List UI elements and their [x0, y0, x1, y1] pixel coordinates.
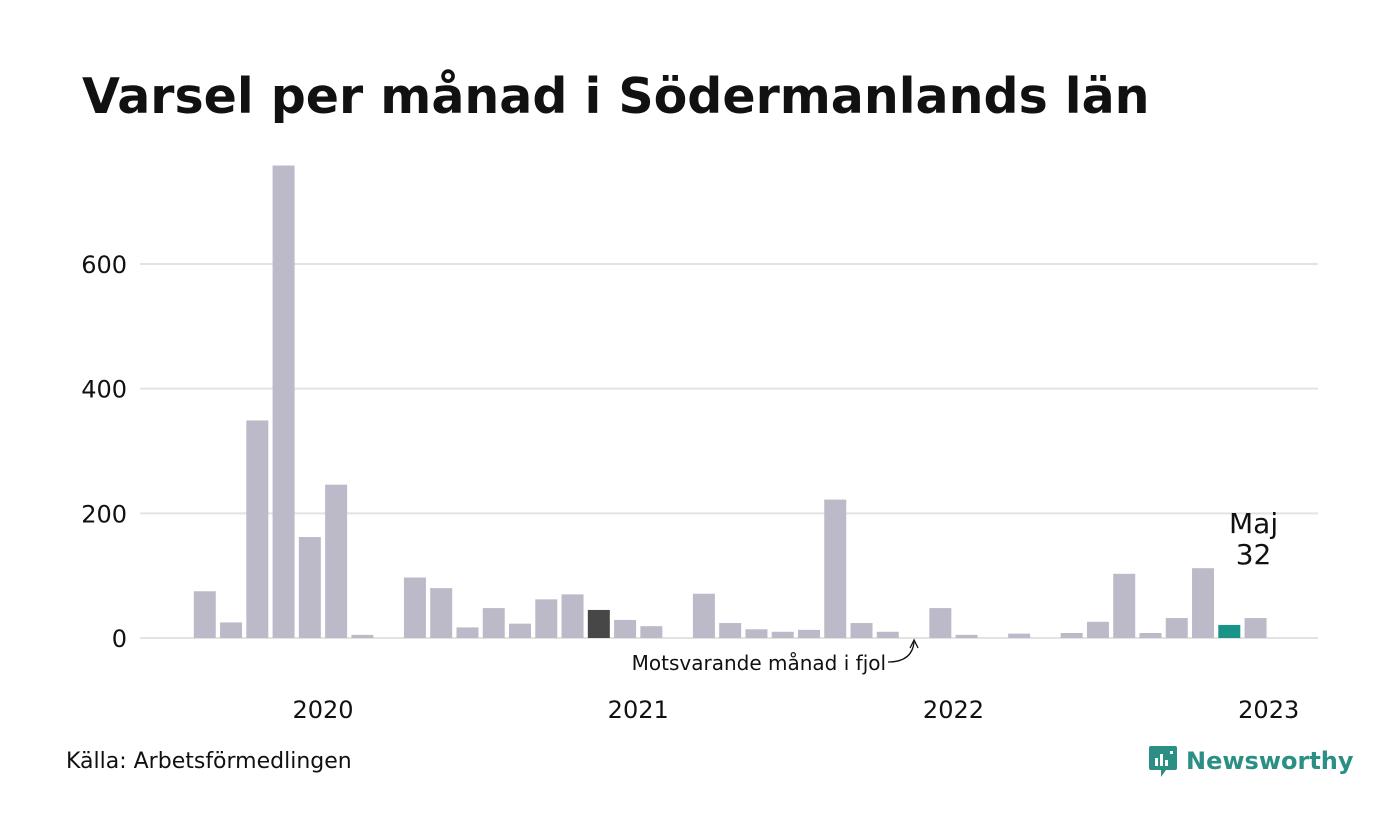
- bar-2021-01: [482, 608, 505, 638]
- x-year-label: 2023: [1238, 696, 1299, 724]
- bar-2021-02: [509, 623, 532, 638]
- bar-undefined: [1244, 618, 1267, 638]
- bar-2020-03: [220, 622, 243, 638]
- bar-2022-11: [1060, 633, 1083, 638]
- bar-2021-06: [614, 619, 637, 638]
- current-month-label: Maj: [1229, 507, 1278, 540]
- y-tick-label: 0: [112, 625, 127, 653]
- bar-2021-09: [692, 593, 715, 638]
- bar-2020-10: [403, 577, 426, 638]
- bar-2023-04: [1192, 568, 1215, 638]
- bar-2023-01: [1113, 573, 1136, 638]
- x-year-label: 2022: [923, 696, 984, 724]
- bar-2021-10: [719, 623, 742, 638]
- annotation-arrowhead: [909, 638, 919, 649]
- bar-2020-12: [456, 627, 479, 638]
- bar-2021-05: [587, 609, 610, 638]
- newsworthy-logo[interactable]: Newsworthy: [1148, 744, 1354, 778]
- newsworthy-logo-icon: [1149, 746, 1177, 777]
- previous-year-annotation: Motsvarande månad i fjol: [632, 651, 886, 675]
- bar-2022-01: [797, 629, 820, 638]
- bar-2023-05: [1218, 624, 1241, 638]
- bar-2021-03: [535, 599, 558, 638]
- bar-2021-04: [561, 594, 584, 638]
- y-tick-label: 200: [81, 500, 127, 528]
- bar-2020-08: [351, 634, 374, 638]
- bar-2022-04: [876, 631, 899, 638]
- bar-2022-07: [955, 634, 978, 638]
- bar-2022-02: [824, 499, 847, 638]
- bar-2020-02: [193, 591, 216, 638]
- x-year-label: 2020: [292, 696, 353, 724]
- bar-2022-06: [929, 608, 952, 638]
- y-tick-label: 400: [81, 376, 127, 404]
- bar-2022-12: [1086, 621, 1109, 638]
- bar-2020-04: [246, 420, 269, 638]
- bar-2020-06: [298, 537, 321, 638]
- x-year-label: 2021: [608, 696, 669, 724]
- newsworthy-logo-text: Newsworthy: [1186, 747, 1354, 775]
- bar-2023-03: [1165, 618, 1188, 638]
- current-value-label: 32: [1236, 538, 1272, 571]
- y-tick-label: 600: [81, 251, 127, 279]
- chart-title: Varsel per månad i Södermanlands län: [82, 68, 1150, 125]
- bar-2020-05: [272, 165, 295, 638]
- bar-2022-03: [850, 623, 873, 638]
- annotation-arrow: [888, 641, 915, 663]
- bar-2023-02: [1139, 633, 1162, 638]
- bar-2021-12: [771, 631, 794, 638]
- bar-2021-07: [640, 626, 663, 638]
- bar-2020-07: [325, 484, 348, 638]
- source-label: Källa: Arbetsförmedlingen: [66, 749, 352, 774]
- bar-2022-09: [1008, 633, 1031, 638]
- bar-2021-11: [745, 629, 768, 638]
- bar-2020-11: [430, 588, 453, 638]
